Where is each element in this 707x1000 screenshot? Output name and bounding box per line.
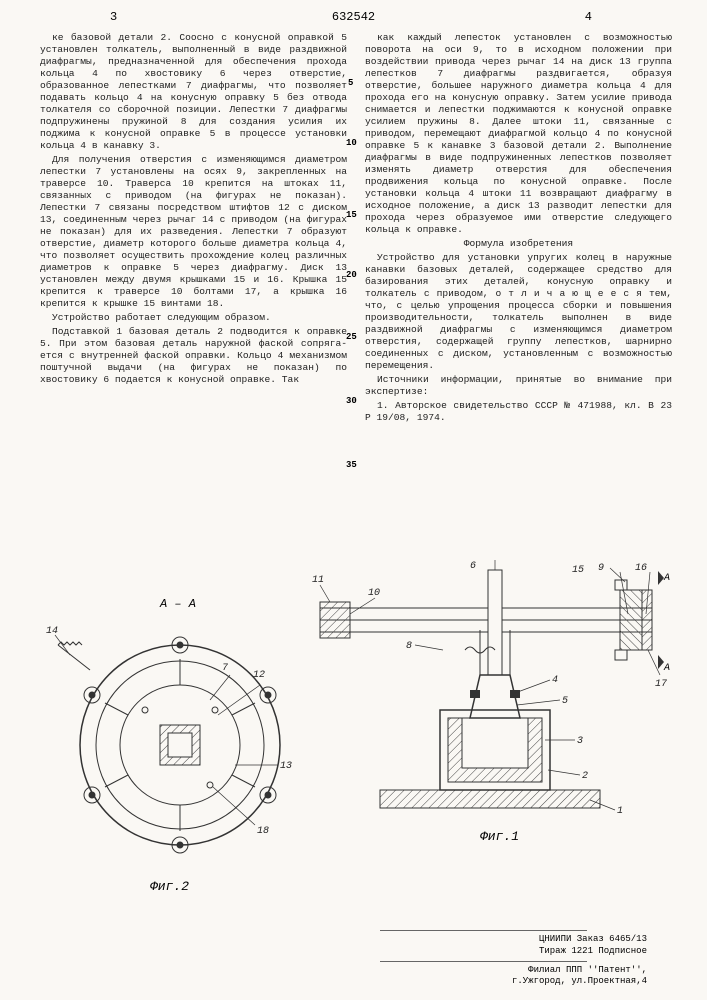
page-number-left: 3 — [110, 10, 117, 24]
svg-text:14: 14 — [46, 626, 58, 637]
svg-text:16: 16 — [635, 563, 647, 574]
footer-line-3: Филиал ППП ''Патент'', — [0, 965, 647, 977]
patent-drawings: A A 6 8 4 5 3 2 1 11 10 9 15 16 17 — [40, 560, 670, 900]
line-marker: 10 — [346, 138, 357, 148]
text-columns: ке базовой детали 2. Соосно с конус­ной … — [0, 24, 707, 426]
svg-text:6: 6 — [470, 561, 476, 572]
paragraph: Источники информации, принятые во вниман… — [365, 374, 672, 398]
svg-text:Фиг.2: Фиг.2 — [150, 879, 189, 894]
footer-line-1: ЦНИИПИ Заказ 6465/13 — [0, 934, 647, 946]
svg-text:5: 5 — [562, 696, 568, 707]
svg-text:11: 11 — [312, 575, 324, 586]
line-marker: 5 — [348, 78, 353, 88]
paragraph: 1. Авторское свидетельство СССР № 471988… — [365, 400, 672, 424]
svg-text:17: 17 — [655, 679, 667, 690]
svg-text:А – А: А – А — [159, 597, 196, 611]
svg-text:15: 15 — [572, 565, 584, 576]
patent-page: 3 632542 4 5 10 15 20 25 30 35 ке базово… — [0, 0, 707, 1000]
column-left: ке базовой детали 2. Соосно с конус­ной … — [40, 32, 347, 426]
line-marker: 25 — [346, 332, 357, 342]
svg-text:7: 7 — [222, 663, 228, 674]
line-marker: 20 — [346, 270, 357, 280]
line-marker: 30 — [346, 396, 357, 406]
svg-text:A: A — [663, 663, 670, 674]
imprint-footer: ЦНИИПИ Заказ 6465/13 Тираж 1221 Подписно… — [0, 927, 707, 988]
paragraph: Для получения отверстия с изменяю­щимся … — [40, 154, 347, 310]
paragraph: Устройство работает следующим об­разом. — [40, 312, 347, 324]
svg-text:A: A — [663, 573, 670, 584]
figure-2: А – А — [46, 597, 292, 894]
paragraph: Устройство для установки упругих колец в… — [365, 252, 672, 372]
svg-text:4: 4 — [552, 675, 558, 686]
paragraph: как каждый лепесток установлен с воз­мож… — [365, 32, 672, 236]
line-marker: 35 — [346, 460, 357, 470]
footer-line-4: г.Ужгород, ул.Проектная,4 — [0, 976, 647, 988]
footer-line-2: Тираж 1221 Подписное — [0, 946, 647, 958]
svg-text:Фиг.1: Фиг.1 — [480, 829, 519, 844]
figures-region: A A 6 8 4 5 3 2 1 11 10 9 15 16 17 — [40, 560, 670, 900]
figure-1: A A 6 8 4 5 3 2 1 11 10 9 15 16 17 — [312, 560, 670, 844]
paragraph: Подставкой 1 базовая деталь 2 под­водитс… — [40, 326, 347, 386]
svg-text:9: 9 — [598, 563, 604, 574]
column-right: как каждый лепесток установлен с воз­мож… — [365, 32, 672, 426]
svg-text:1: 1 — [617, 806, 623, 817]
svg-text:8: 8 — [406, 641, 412, 652]
page-header: 3 632542 4 — [0, 0, 707, 24]
svg-text:10: 10 — [368, 588, 380, 599]
svg-text:18: 18 — [257, 826, 269, 837]
svg-text:2: 2 — [582, 771, 588, 782]
page-number-right: 4 — [585, 10, 592, 24]
svg-text:13: 13 — [280, 761, 292, 772]
paragraph: ке базовой детали 2. Соосно с конус­ной … — [40, 32, 347, 152]
svg-text:12: 12 — [253, 670, 265, 681]
svg-text:3: 3 — [577, 736, 583, 747]
line-marker: 15 — [346, 210, 357, 220]
document-number: 632542 — [332, 10, 375, 24]
formula-title: Формула изобретения — [365, 238, 672, 250]
